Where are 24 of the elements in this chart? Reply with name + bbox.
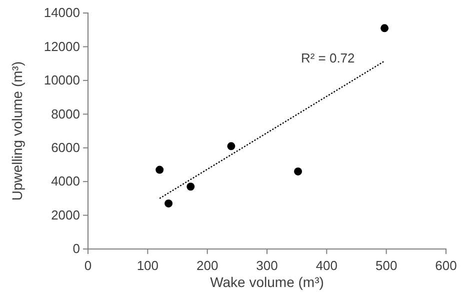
y-tick-label: 6000: [51, 140, 80, 156]
annotation: R² = 0.72: [300, 50, 355, 66]
point: [164, 200, 173, 208]
y-tick-label: 2000: [51, 207, 80, 222]
x-axis-title: Wake volume (m³): [210, 274, 324, 290]
point: [186, 182, 195, 191]
x-tick-label: 600: [435, 258, 457, 273]
x-tick-label: 100: [136, 258, 159, 273]
y-tick-label: 4000: [51, 174, 80, 189]
x-tick-label: 200: [196, 258, 218, 273]
y-tick-label: 12000: [44, 38, 80, 54]
y-tick-label: 14000: [44, 5, 80, 20]
y-tick-label: 8000: [51, 106, 80, 122]
point: [294, 167, 302, 176]
y-axis-title: Upwelling volume (m³): [9, 61, 25, 201]
y-tick-label: 10000: [44, 72, 80, 88]
x-tick-label: 0: [84, 258, 92, 273]
x-tick-label: 300: [256, 258, 278, 273]
x-tick-label: 500: [375, 258, 398, 273]
point: [380, 24, 389, 32]
y-tick-label: 0: [72, 241, 80, 256]
point: [227, 142, 236, 150]
x-tick-label: 400: [316, 258, 338, 273]
point: [156, 166, 164, 174]
